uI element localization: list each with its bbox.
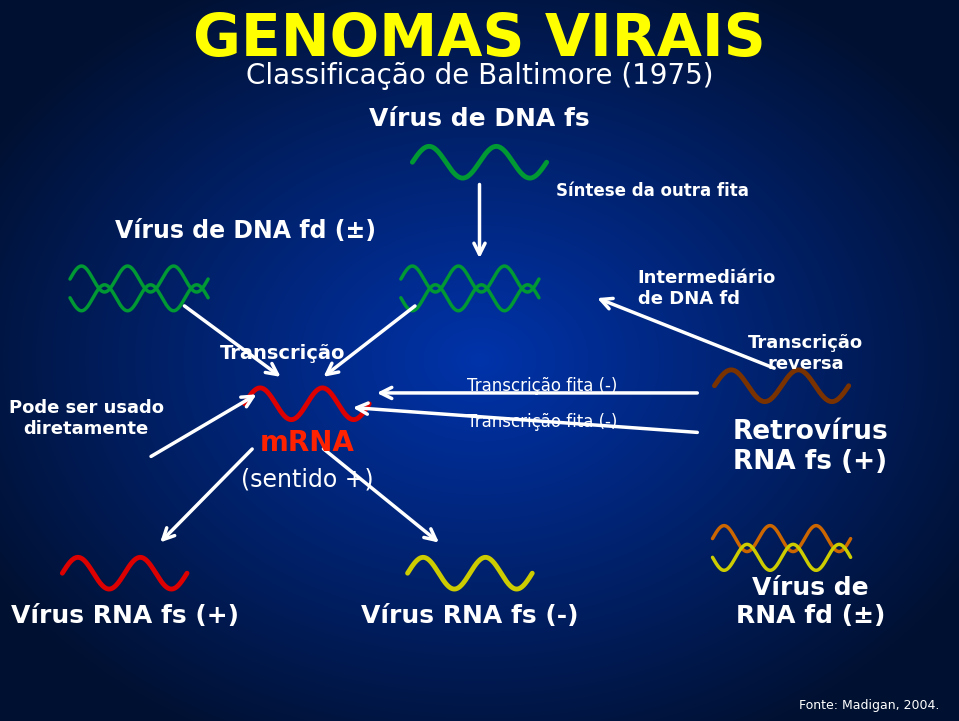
Text: Vírus de: Vírus de <box>752 575 869 600</box>
Text: Intermediário
de DNA fd: Intermediário de DNA fd <box>638 269 776 308</box>
Text: GENOMAS VIRAIS: GENOMAS VIRAIS <box>193 11 766 68</box>
Text: (sentido +): (sentido +) <box>241 467 373 492</box>
Text: mRNA: mRNA <box>260 430 354 457</box>
Text: Vírus de DNA fd (±): Vírus de DNA fd (±) <box>115 218 376 243</box>
Text: Transcrição fita (-): Transcrição fita (-) <box>467 377 617 394</box>
Text: Vírus de DNA fs: Vírus de DNA fs <box>369 107 590 131</box>
Text: RNA fd (±): RNA fd (±) <box>736 604 885 629</box>
Text: Fonte: Madigan, 2004.: Fonte: Madigan, 2004. <box>800 699 940 712</box>
Text: Vírus RNA fs (-): Vírus RNA fs (-) <box>362 604 578 629</box>
Text: Retrovírus
RNA fs (+): Retrovírus RNA fs (+) <box>733 419 888 475</box>
Text: Classificação de Baltimore (1975): Classificação de Baltimore (1975) <box>246 62 713 89</box>
Text: Transcrição: Transcrição <box>221 344 345 363</box>
Text: Pode ser usado
diretamente: Pode ser usado diretamente <box>9 399 164 438</box>
Text: Transcrição
reversa: Transcrição reversa <box>748 334 863 373</box>
Text: Síntese da outra fita: Síntese da outra fita <box>556 182 749 200</box>
Text: Transcrição fita (-): Transcrição fita (-) <box>467 413 617 430</box>
Text: Vírus RNA fs (+): Vírus RNA fs (+) <box>11 604 239 629</box>
